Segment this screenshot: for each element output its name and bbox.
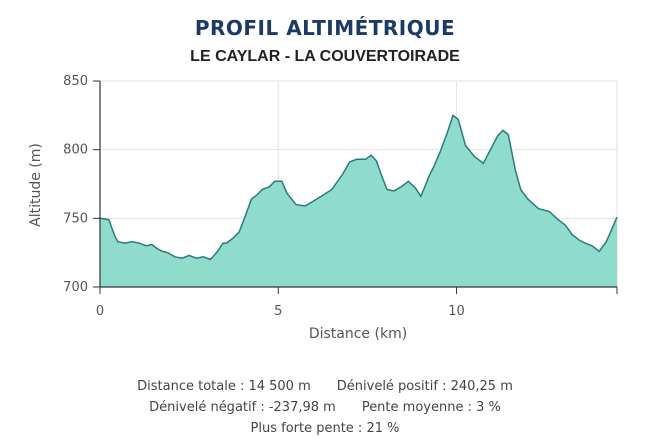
y-tick-label: 750 [63, 211, 88, 226]
axes [93, 80, 618, 294]
average-slope: Pente moyenne : 3 % [361, 400, 501, 415]
route-stats: Distance totale : 14 500 m Dénivelé posit… [0, 376, 650, 439]
y-axis-label: Altitude (m) [28, 143, 44, 227]
y-tick-label: 700 [63, 280, 88, 295]
x-axis-label: Distance (km) [309, 326, 407, 342]
positive-elevation: Dénivelé positif : 240,25 m [336, 379, 513, 394]
chart-title: PROFIL ALTIMÉTRIQUE [194, 16, 456, 40]
x-tick-label: 10 [448, 304, 465, 319]
x-tick-label: 5 [274, 304, 282, 319]
total-distance: Distance totale : 14 500 m [137, 379, 311, 394]
y-tick-label: 850 [63, 74, 88, 89]
max-slope: Plus forte pente : 21 % [250, 421, 400, 436]
elevation-chart: 700 750 800 850 0 5 10 Altitude (m) Distance (… [28, 74, 618, 342]
elevation-line [99, 114, 618, 261]
negative-elevation: Dénivelé négatif : -237,98 m [149, 400, 336, 415]
x-tick-label: 0 [96, 304, 104, 319]
tick-labels: 700 750 800 850 0 5 10 [63, 74, 465, 319]
elevation-area [100, 115, 617, 287]
y-tick-label: 800 [63, 143, 88, 158]
chart-subtitle: LE CAYLAR - LA COUVERTOIRADE [190, 48, 460, 65]
